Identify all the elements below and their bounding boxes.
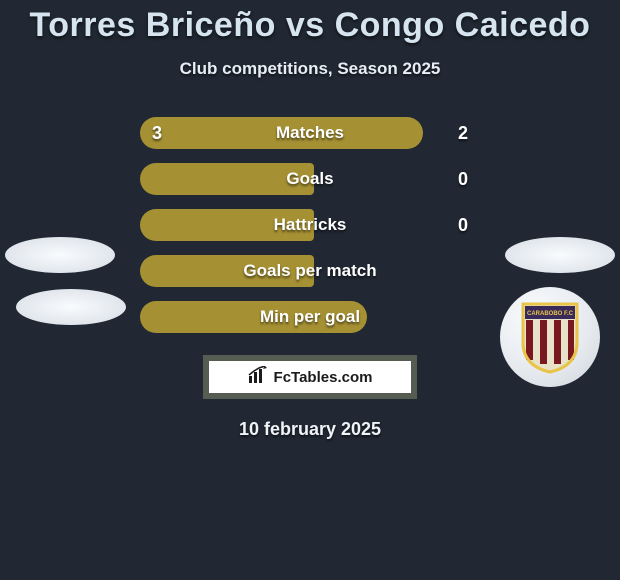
- bar-right: [310, 209, 314, 241]
- stat-row-matches: Matches32: [140, 117, 480, 149]
- club-crest-right: CARABOBO F.C: [500, 287, 600, 387]
- bar-left: [140, 255, 310, 287]
- player-photo-placeholder-left-1: [5, 237, 115, 273]
- shield-icon: CARABOBO F.C: [519, 300, 581, 374]
- subtitle: Club competitions, Season 2025: [0, 59, 620, 79]
- page-title: Torres Briceño vs Congo Caicedo: [0, 0, 620, 45]
- bar-left: [140, 209, 310, 241]
- crest-text: CARABOBO F.C: [527, 311, 574, 317]
- bar-left: [140, 163, 310, 195]
- value-right: 2: [458, 117, 468, 149]
- comparison-chart: Matches32 Goals0 Hattricks0 Goals per match…: [0, 117, 620, 333]
- date-label: 10 february 2025: [0, 419, 620, 440]
- bar-right: [310, 163, 314, 195]
- bar-left: [140, 117, 310, 149]
- brand-label: FcTables.com: [274, 369, 373, 386]
- value-right: 0: [458, 209, 468, 241]
- bar-right: [310, 255, 314, 287]
- bar-right: [310, 117, 423, 149]
- brand-watermark: FcTables.com: [203, 355, 417, 399]
- stat-row-goals: Goals0: [140, 163, 480, 195]
- player-photo-placeholder-left-2: [16, 289, 126, 325]
- bar-right: [310, 301, 367, 333]
- value-right: 0: [458, 163, 468, 195]
- bar-left: [140, 301, 310, 333]
- stat-row-min-per-goal: Min per goal: [140, 301, 480, 333]
- stat-row-hattricks: Hattricks0: [140, 209, 480, 241]
- stat-row-goals-per-match: Goals per match: [140, 255, 480, 287]
- bar-chart-icon: [248, 366, 268, 388]
- player-photo-placeholder-right: [505, 237, 615, 273]
